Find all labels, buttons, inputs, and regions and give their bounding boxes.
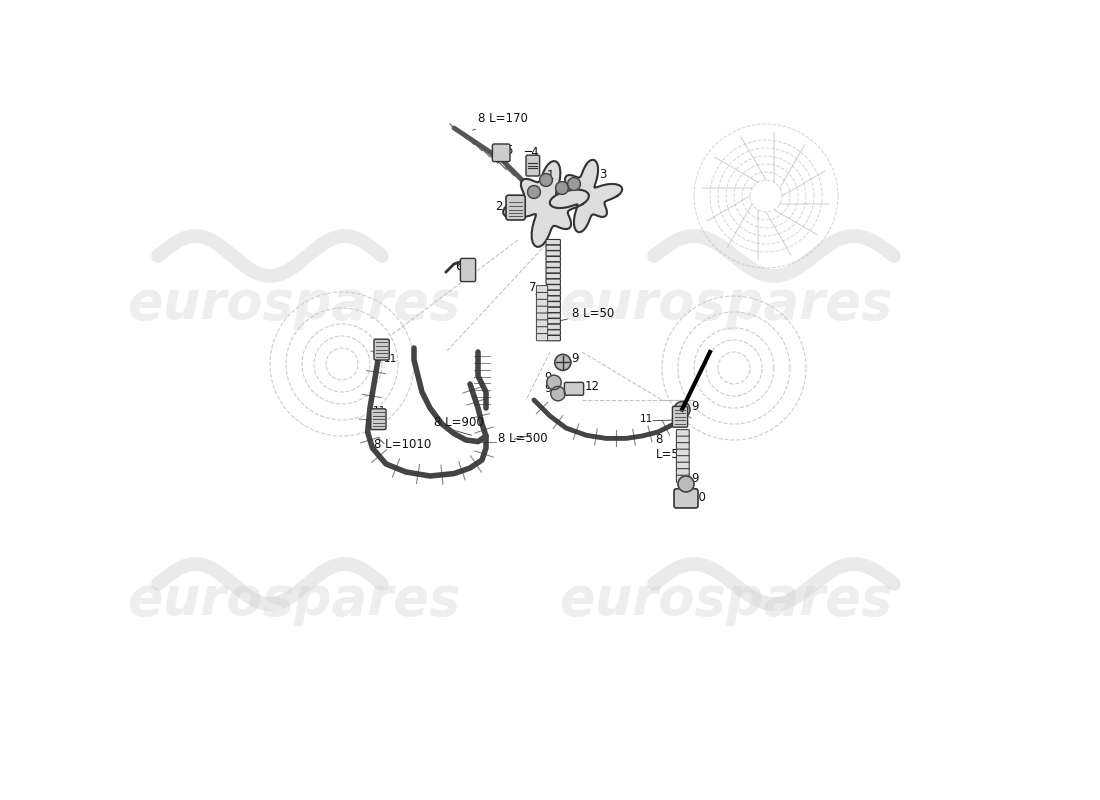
FancyBboxPatch shape bbox=[374, 339, 389, 360]
FancyBboxPatch shape bbox=[537, 306, 548, 314]
Text: 11: 11 bbox=[373, 406, 386, 416]
FancyBboxPatch shape bbox=[546, 257, 560, 262]
FancyBboxPatch shape bbox=[537, 286, 548, 293]
Circle shape bbox=[568, 178, 581, 190]
Text: eurospares: eurospares bbox=[559, 278, 893, 330]
FancyBboxPatch shape bbox=[537, 299, 548, 306]
FancyBboxPatch shape bbox=[371, 409, 386, 430]
FancyBboxPatch shape bbox=[506, 195, 525, 220]
Text: 1: 1 bbox=[547, 169, 554, 182]
FancyBboxPatch shape bbox=[546, 302, 560, 307]
FancyBboxPatch shape bbox=[537, 326, 548, 334]
FancyBboxPatch shape bbox=[546, 285, 560, 290]
Text: 8 L=170: 8 L=170 bbox=[473, 112, 528, 130]
Text: eurospares: eurospares bbox=[128, 574, 461, 626]
FancyBboxPatch shape bbox=[546, 307, 560, 313]
FancyBboxPatch shape bbox=[546, 245, 560, 250]
Text: 6: 6 bbox=[455, 261, 463, 274]
FancyBboxPatch shape bbox=[461, 258, 475, 282]
FancyBboxPatch shape bbox=[674, 489, 698, 508]
Text: 10: 10 bbox=[692, 490, 706, 504]
FancyBboxPatch shape bbox=[564, 382, 584, 395]
Text: 9: 9 bbox=[692, 472, 700, 486]
Circle shape bbox=[674, 402, 690, 418]
FancyBboxPatch shape bbox=[537, 334, 548, 341]
Text: 7: 7 bbox=[529, 282, 537, 294]
FancyBboxPatch shape bbox=[546, 335, 560, 341]
FancyBboxPatch shape bbox=[546, 239, 560, 245]
Circle shape bbox=[528, 186, 540, 198]
FancyBboxPatch shape bbox=[546, 318, 560, 324]
FancyBboxPatch shape bbox=[546, 324, 560, 330]
FancyBboxPatch shape bbox=[676, 475, 690, 482]
Text: 9: 9 bbox=[544, 382, 552, 395]
FancyBboxPatch shape bbox=[546, 330, 560, 335]
Text: 9: 9 bbox=[572, 351, 579, 365]
Circle shape bbox=[551, 386, 565, 401]
Text: eurospares: eurospares bbox=[559, 574, 893, 626]
Text: 8 L=50: 8 L=50 bbox=[572, 306, 615, 320]
Text: 8 L=1010: 8 L=1010 bbox=[374, 438, 431, 451]
Circle shape bbox=[678, 476, 694, 492]
Text: 11: 11 bbox=[639, 414, 652, 424]
FancyBboxPatch shape bbox=[546, 290, 560, 296]
Circle shape bbox=[556, 182, 569, 194]
Circle shape bbox=[547, 375, 561, 390]
Text: 11: 11 bbox=[384, 354, 397, 364]
Polygon shape bbox=[550, 160, 623, 232]
Text: 9: 9 bbox=[544, 370, 552, 384]
Text: 12: 12 bbox=[584, 380, 600, 394]
Text: 8 L=500: 8 L=500 bbox=[498, 431, 548, 445]
FancyBboxPatch shape bbox=[546, 296, 560, 302]
FancyBboxPatch shape bbox=[537, 320, 548, 327]
FancyBboxPatch shape bbox=[546, 313, 560, 318]
Text: eurospares: eurospares bbox=[128, 278, 461, 330]
FancyBboxPatch shape bbox=[676, 442, 690, 450]
Circle shape bbox=[554, 354, 571, 370]
FancyBboxPatch shape bbox=[546, 279, 560, 284]
FancyBboxPatch shape bbox=[672, 406, 688, 427]
FancyBboxPatch shape bbox=[537, 293, 548, 300]
FancyBboxPatch shape bbox=[546, 250, 560, 256]
FancyBboxPatch shape bbox=[676, 449, 690, 456]
Text: 8 L=900: 8 L=900 bbox=[434, 416, 484, 430]
FancyBboxPatch shape bbox=[676, 436, 690, 443]
FancyBboxPatch shape bbox=[526, 155, 540, 176]
FancyBboxPatch shape bbox=[546, 274, 560, 278]
Text: 9: 9 bbox=[692, 400, 700, 413]
Text: 2: 2 bbox=[496, 200, 503, 214]
Text: ─5: ─5 bbox=[499, 144, 514, 158]
FancyBboxPatch shape bbox=[493, 144, 510, 162]
FancyBboxPatch shape bbox=[537, 313, 548, 320]
Text: 3: 3 bbox=[600, 168, 607, 182]
FancyBboxPatch shape bbox=[546, 262, 560, 267]
FancyBboxPatch shape bbox=[676, 456, 690, 463]
FancyBboxPatch shape bbox=[676, 462, 690, 470]
Text: 8
L=50: 8 L=50 bbox=[656, 434, 686, 462]
Text: ─4: ─4 bbox=[525, 146, 539, 159]
FancyBboxPatch shape bbox=[676, 469, 690, 476]
Circle shape bbox=[540, 174, 552, 186]
FancyBboxPatch shape bbox=[676, 430, 690, 437]
Polygon shape bbox=[503, 161, 588, 247]
FancyBboxPatch shape bbox=[546, 268, 560, 273]
